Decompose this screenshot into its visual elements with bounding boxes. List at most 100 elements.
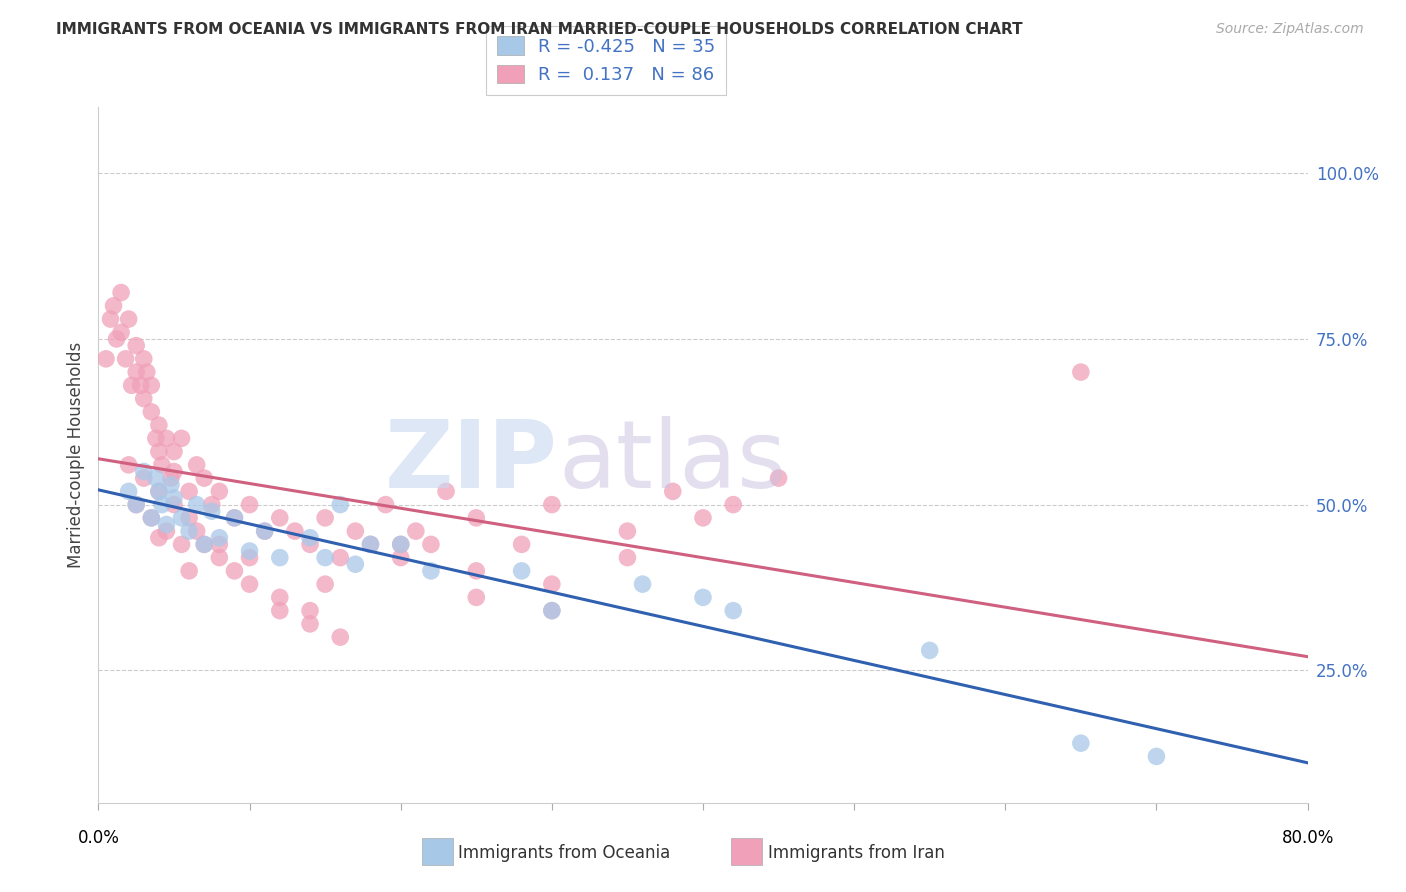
Point [155, 517, 177, 532]
Point [179, 524, 201, 538]
Point [253, 524, 276, 538]
Point [163, 444, 186, 458]
Point [465, 511, 488, 525]
Point [269, 604, 291, 618]
Point [186, 498, 208, 512]
Point [768, 471, 790, 485]
Point [208, 550, 231, 565]
Text: atlas: atlas [558, 416, 786, 508]
Point [141, 405, 163, 419]
Point [160, 477, 183, 491]
Point [179, 511, 201, 525]
Point [239, 577, 262, 591]
Point [179, 484, 201, 499]
Point [344, 558, 367, 572]
Point [129, 378, 152, 392]
Point [193, 471, 215, 485]
Point [148, 484, 170, 499]
Point [389, 537, 412, 551]
Point [186, 524, 208, 538]
Point [434, 484, 457, 499]
Point [100, 312, 122, 326]
Point [110, 326, 132, 340]
Point [269, 591, 291, 605]
Text: 0.0%: 0.0% [77, 830, 120, 847]
Point [201, 504, 224, 518]
Point [284, 524, 307, 538]
Point [170, 511, 193, 525]
Point [148, 531, 170, 545]
Point [193, 537, 215, 551]
Point [661, 484, 683, 499]
Point [918, 643, 941, 657]
Point [510, 564, 533, 578]
Point [150, 498, 173, 512]
Point [155, 431, 177, 445]
Point [170, 537, 193, 551]
Point [299, 537, 322, 551]
Point [118, 484, 141, 499]
Point [299, 604, 322, 618]
Point [540, 604, 562, 618]
Point [193, 537, 215, 551]
Point [405, 524, 427, 538]
Point [540, 498, 562, 512]
Point [160, 471, 183, 485]
Point [145, 471, 167, 485]
Point [155, 524, 177, 538]
Point [145, 431, 167, 445]
Point [360, 537, 382, 551]
Point [208, 531, 231, 545]
Point [420, 564, 443, 578]
Point [314, 577, 336, 591]
Point [631, 577, 654, 591]
Point [224, 564, 246, 578]
Point [163, 465, 186, 479]
Point [224, 511, 246, 525]
Point [132, 392, 155, 406]
Point [121, 378, 143, 392]
Point [148, 418, 170, 433]
Point [114, 351, 136, 366]
Point [163, 498, 186, 512]
Point [125, 365, 148, 379]
Point [132, 351, 155, 366]
Point [201, 498, 224, 512]
Text: IMMIGRANTS FROM OCEANIA VS IMMIGRANTS FROM IRAN MARRIED-COUPLE HOUSEHOLDS CORREL: IMMIGRANTS FROM OCEANIA VS IMMIGRANTS FR… [56, 22, 1024, 37]
Point [299, 616, 322, 631]
Point [224, 511, 246, 525]
Point [253, 524, 276, 538]
Point [125, 498, 148, 512]
Point [103, 299, 125, 313]
Point [329, 550, 352, 565]
Point [118, 458, 141, 472]
Point [299, 531, 322, 545]
Text: Source: ZipAtlas.com: Source: ZipAtlas.com [1216, 22, 1364, 37]
Point [465, 564, 488, 578]
Point [1070, 736, 1092, 750]
Point [208, 537, 231, 551]
Point [723, 604, 745, 618]
Point [94, 351, 117, 366]
Point [239, 544, 262, 558]
Point [170, 431, 193, 445]
Point [420, 537, 443, 551]
Point [239, 498, 262, 512]
Point [540, 577, 562, 591]
Point [344, 524, 367, 538]
Text: Immigrants from Oceania: Immigrants from Oceania [458, 844, 671, 862]
Point [269, 511, 291, 525]
Point [135, 365, 157, 379]
Legend: R = -0.425   N = 35, R =  0.137   N = 86: R = -0.425 N = 35, R = 0.137 N = 86 [486, 26, 727, 95]
Point [132, 465, 155, 479]
Point [125, 338, 148, 352]
Point [1070, 365, 1092, 379]
Point [141, 511, 163, 525]
Point [125, 498, 148, 512]
Point [118, 312, 141, 326]
Point [269, 550, 291, 565]
Point [148, 444, 170, 458]
Point [105, 332, 128, 346]
Text: 80.0%: 80.0% [1281, 830, 1334, 847]
Point [141, 378, 163, 392]
